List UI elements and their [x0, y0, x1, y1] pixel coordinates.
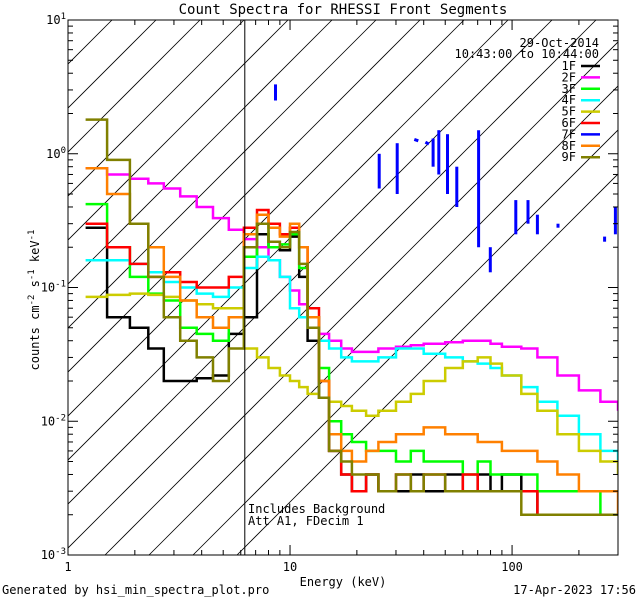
- series-line: [85, 166, 618, 515]
- series-5f: [85, 292, 618, 475]
- legend-label: 5F: [562, 105, 576, 119]
- hatch-line: [68, 20, 245, 197]
- hatch-line: [68, 20, 377, 329]
- chart-title: Count Spectra for RHESSI Front Segments: [179, 2, 508, 18]
- series-7f: [274, 84, 617, 273]
- x-tick-label: 1: [64, 560, 71, 574]
- hatch-line: [192, 129, 618, 555]
- y-tick-labels: 10-3 10-2 10-1 100 101: [41, 12, 66, 562]
- hatch-line: [104, 41, 618, 555]
- annotation-line-1: Includes Background: [248, 502, 385, 516]
- time-range-label: 10:43:00 to 10:44:00: [455, 47, 600, 61]
- hatch-line: [68, 20, 553, 505]
- annotation-line-2: Att A1, FDecim 1: [248, 514, 364, 528]
- x-tick-label: 10: [283, 560, 297, 574]
- series-line: [85, 166, 618, 411]
- series-4f: [85, 255, 618, 462]
- y-tick-label: 10-1: [41, 280, 66, 295]
- series-8f: [85, 166, 618, 515]
- legend-label: 6F: [562, 116, 576, 130]
- series-line: [85, 255, 618, 462]
- series-segment: [413, 137, 419, 143]
- series-9f: [85, 118, 618, 516]
- hatch-line: [68, 20, 597, 549]
- legend-label: 4F: [562, 93, 576, 107]
- x-axis-label: Energy (keV): [300, 575, 387, 589]
- legend-label: 2F: [562, 70, 576, 84]
- y-tick-label: 101: [46, 12, 66, 27]
- hatch-line: [68, 20, 289, 241]
- legend-label: 1F: [562, 59, 576, 73]
- legend-label: 3F: [562, 82, 576, 96]
- footer-generated-by: Generated by hsi_min_spectra_plot.pro: [2, 583, 269, 597]
- y-tick-label: 10-3: [41, 547, 66, 562]
- hatch-line: [68, 20, 333, 285]
- hatch-line: [148, 85, 618, 555]
- axis-ticks: [67, 19, 619, 556]
- x-tick-labels: 1 10 100: [64, 560, 523, 574]
- series-layer: [85, 84, 618, 516]
- hatch-line: [68, 20, 421, 373]
- series-line: [85, 118, 618, 516]
- y-tick-label: 10-2: [41, 413, 66, 428]
- y-tick-label: 100: [46, 146, 66, 161]
- series-segment: [424, 140, 430, 146]
- hatch-line: [68, 20, 201, 153]
- legend-label: 8F: [562, 139, 576, 153]
- date-label: 29-Oct-2014: [520, 36, 599, 50]
- series-2f: [85, 166, 618, 411]
- x-tick-label: 100: [501, 560, 523, 574]
- series-line: [85, 292, 618, 475]
- hatch-line: [236, 173, 618, 555]
- footer-timestamp: 17-Apr-2023 17:56: [513, 583, 636, 597]
- legend-label: 7F: [562, 127, 576, 141]
- legend-label: 9F: [562, 150, 576, 164]
- background-hatch-region: [68, 20, 618, 555]
- y-axis-label: counts cm-2 s-1 keV-1: [27, 230, 42, 371]
